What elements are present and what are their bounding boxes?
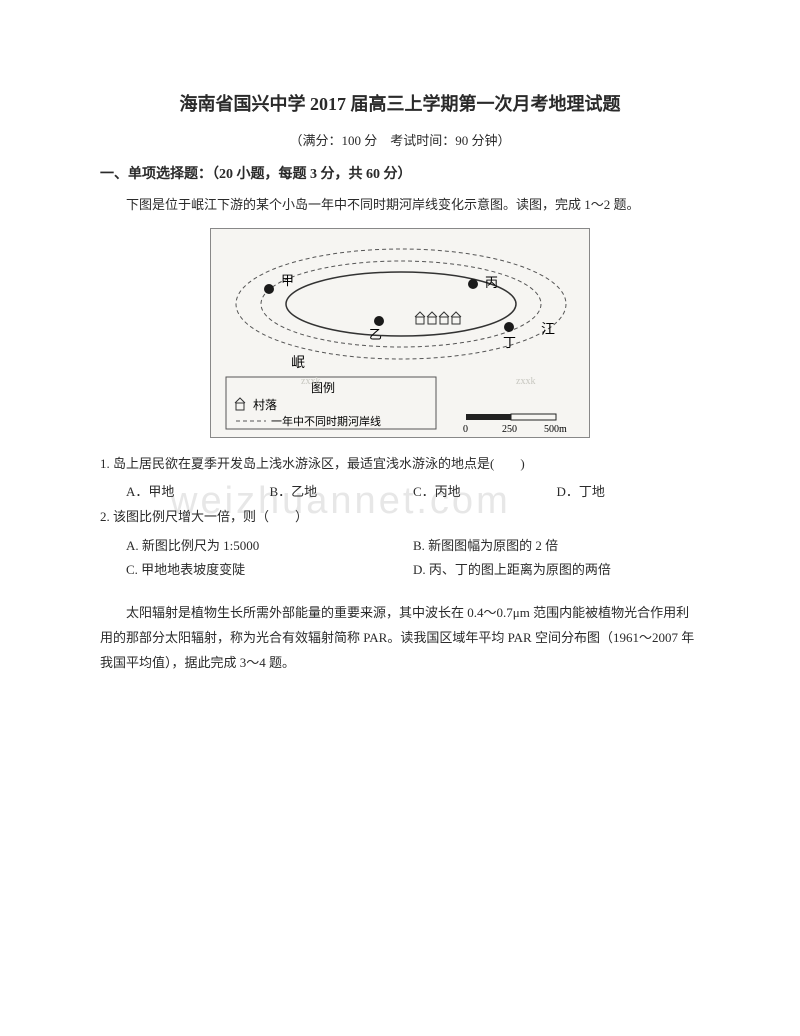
q1-options: A．甲地 B．乙地 C．丙地 D．丁地: [100, 480, 700, 505]
svg-text:乙: 乙: [369, 327, 382, 342]
q2-options: A. 新图比例尺为 1:5000 B. 新图图幅为原图的 2 倍 C. 甲地地表…: [100, 534, 700, 583]
intro-paragraph-1: 下图是位于岷江下游的某个小岛一年中不同时期河岸线变化示意图。读图，完成 1～2 …: [100, 193, 700, 218]
svg-text:zxxk: zxxk: [516, 376, 535, 387]
q1-opt-c: C．丙地: [413, 480, 557, 505]
q2-opt-a: A. 新图比例尺为 1:5000: [126, 534, 413, 559]
q1-stem: 1. 岛上居民欲在夏季开发岛上浅水游泳区，最适宜浅水游泳的地点是( ): [100, 452, 700, 477]
page-title: 海南省国兴中学 2017 届高三上学期第一次月考地理试题: [100, 90, 700, 116]
intro-paragraph-2: 太阳辐射是植物生长所需外部能量的重要来源，其中波长在 0.4～0.7μm 范围内…: [100, 601, 700, 675]
svg-text:一年中不同时期河岸线: 一年中不同时期河岸线: [271, 414, 381, 428]
svg-text:250: 250: [502, 424, 517, 435]
q1-opt-a: A．甲地: [126, 480, 270, 505]
q2-stem: 2. 该图比例尺增大一倍，则（ ）: [100, 505, 700, 530]
q2-opt-c: C. 甲地地表坡度变陡: [126, 558, 413, 583]
section-1-heading: 一、单项选择题：（20 小题，每题 3 分，共 60 分）: [100, 163, 700, 183]
svg-text:0: 0: [463, 424, 468, 435]
svg-text:丙: 丙: [485, 275, 498, 290]
island-svg: 甲 乙 丙 丁 岷 江 图例 村落 一年中不同时期河岸线: [211, 229, 591, 439]
svg-text:村落: 村落: [253, 398, 277, 412]
q1-opt-b: B．乙地: [270, 480, 414, 505]
svg-text:甲: 甲: [281, 273, 294, 288]
svg-text:500m: 500m: [544, 424, 567, 435]
svg-text:zxxk: zxxk: [301, 376, 320, 387]
q2-opt-b: B. 新图图幅为原图的 2 倍: [413, 534, 700, 559]
svg-text:江: 江: [541, 322, 555, 338]
island-figure: 甲 乙 丙 丁 岷 江 图例 村落 一年中不同时期河岸线: [210, 228, 590, 438]
figure-container: 甲 乙 丙 丁 岷 江 图例 村落 一年中不同时期河岸线: [100, 228, 700, 438]
svg-text:岷: 岷: [291, 355, 305, 371]
svg-text:丁: 丁: [503, 335, 516, 350]
exam-meta: （满分：100 分 考试时间：90 分钟）: [100, 130, 700, 149]
q1-opt-d: D．丁地: [557, 480, 701, 505]
q2-opt-d: D. 丙、丁的图上距离为原图的两倍: [413, 558, 700, 583]
